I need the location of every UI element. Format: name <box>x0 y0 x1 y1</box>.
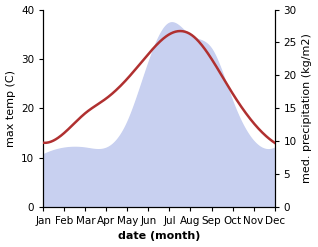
Y-axis label: med. precipitation (kg/m2): med. precipitation (kg/m2) <box>302 33 313 183</box>
Y-axis label: max temp (C): max temp (C) <box>5 70 16 147</box>
X-axis label: date (month): date (month) <box>118 231 200 242</box>
